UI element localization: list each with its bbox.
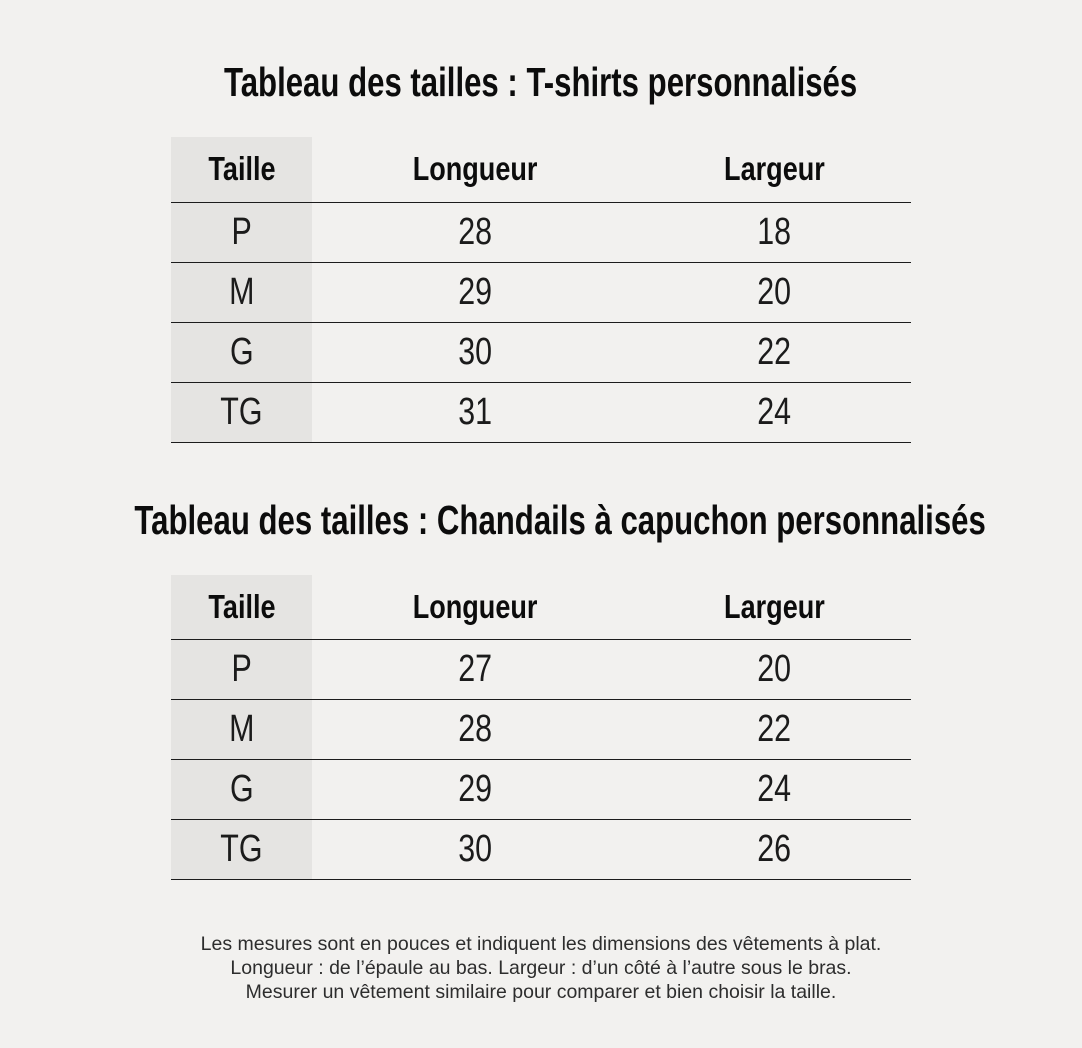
tshirt-size-section: Tableau des tailles : T-shirts personnal… <box>0 62 1082 443</box>
width-value: 24 <box>757 390 792 433</box>
footnote-line-3: Mesurer un vêtement similaire pour compa… <box>245 981 837 1003</box>
width-value: 20 <box>757 270 792 313</box>
width-cell: 18 <box>638 202 911 263</box>
column-header-largeur-label: Largeur <box>724 587 825 625</box>
column-header-largeur: Largeur <box>638 574 911 640</box>
width-value: 26 <box>757 828 792 870</box>
length-value: 31 <box>458 390 492 433</box>
length-cell: 30 <box>312 322 638 383</box>
width-cell: 22 <box>638 322 911 383</box>
hoodie-table-title: Tableau des tailles : Chandails à capuch… <box>0 496 1082 543</box>
width-cell: 24 <box>638 382 911 443</box>
size-value: G <box>229 768 254 810</box>
column-header-taille: Taille <box>171 137 312 203</box>
column-header-largeur-label: Largeur <box>724 150 825 188</box>
size-value: G <box>229 330 254 373</box>
column-header-longueur: Longueur <box>312 574 638 640</box>
length-cell: 31 <box>312 382 638 443</box>
length-cell: 28 <box>312 699 638 760</box>
length-value: 29 <box>458 768 492 810</box>
width-cell: 22 <box>638 699 911 760</box>
table-row: P 28 18 <box>171 202 911 263</box>
column-header-largeur: Largeur <box>638 137 911 203</box>
tshirt-table-title: Tableau des tailles : T-shirts personnal… <box>0 62 1082 103</box>
length-value: 30 <box>458 330 492 373</box>
footnote-line-1: Les mesures sont en pouces et indiquent … <box>200 933 882 955</box>
width-value: 22 <box>757 330 792 373</box>
size-value: P <box>231 648 252 690</box>
tshirt-table-title-text: Tableau des tailles : T-shirts personnal… <box>224 59 858 105</box>
column-header-taille: Taille <box>171 574 312 640</box>
table-row: G 30 22 <box>171 322 911 383</box>
length-cell: 30 <box>312 819 638 880</box>
length-cell: 28 <box>312 202 638 263</box>
length-value: 28 <box>458 210 492 253</box>
size-cell: M <box>171 699 312 760</box>
column-header-longueur: Longueur <box>312 137 638 203</box>
column-header-longueur-label: Longueur <box>412 587 538 625</box>
column-header-longueur-label: Longueur <box>412 150 538 188</box>
table-row: M 29 20 <box>171 262 911 323</box>
size-cell: TG <box>171 382 312 443</box>
hoodie-size-table: Taille Longueur Largeur P 27 20 M 28 22 … <box>171 574 911 880</box>
width-cell: 26 <box>638 819 911 880</box>
width-value: 24 <box>757 768 792 810</box>
tshirt-header-row: Taille Longueur Largeur <box>171 137 911 203</box>
size-value: P <box>231 210 252 253</box>
table-row: TG 30 26 <box>171 819 911 880</box>
size-value: M <box>228 270 255 313</box>
size-cell: G <box>171 322 312 383</box>
width-value: 18 <box>757 210 792 253</box>
size-cell: G <box>171 759 312 820</box>
hoodie-size-section: Tableau des tailles : Chandails à capuch… <box>0 496 1082 880</box>
length-cell: 29 <box>312 759 638 820</box>
hoodie-header-row: Taille Longueur Largeur <box>171 574 911 640</box>
size-value: TG <box>220 390 263 433</box>
hoodie-table-title-text: Tableau des tailles : Chandails à capuch… <box>134 496 986 543</box>
length-value: 28 <box>458 708 492 750</box>
table-row: TG 31 24 <box>171 382 911 443</box>
size-cell: P <box>171 639 312 700</box>
table-row: G 29 24 <box>171 759 911 820</box>
width-value: 22 <box>757 708 792 750</box>
table-row: M 28 22 <box>171 699 911 760</box>
table-row: P 27 20 <box>171 639 911 700</box>
tshirt-size-table: Taille Longueur Largeur P 28 18 M 29 20 … <box>171 137 911 443</box>
length-value: 29 <box>458 270 492 313</box>
footnote: Les mesures sont en pouces et indiquent … <box>0 932 1082 1004</box>
size-cell: P <box>171 202 312 263</box>
length-value: 30 <box>458 828 492 870</box>
width-cell: 24 <box>638 759 911 820</box>
length-cell: 29 <box>312 262 638 323</box>
size-value: M <box>228 708 255 750</box>
width-cell: 20 <box>638 262 911 323</box>
footnote-line-2: Longueur : de l’épaule au bas. Largeur :… <box>230 957 852 979</box>
size-cell: M <box>171 262 312 323</box>
size-value: TG <box>220 828 263 870</box>
width-value: 20 <box>757 648 792 690</box>
length-value: 27 <box>458 648 492 690</box>
size-cell: TG <box>171 819 312 880</box>
column-header-taille-label: Taille <box>207 587 276 625</box>
width-cell: 20 <box>638 639 911 700</box>
length-cell: 27 <box>312 639 638 700</box>
column-header-taille-label: Taille <box>207 150 276 188</box>
